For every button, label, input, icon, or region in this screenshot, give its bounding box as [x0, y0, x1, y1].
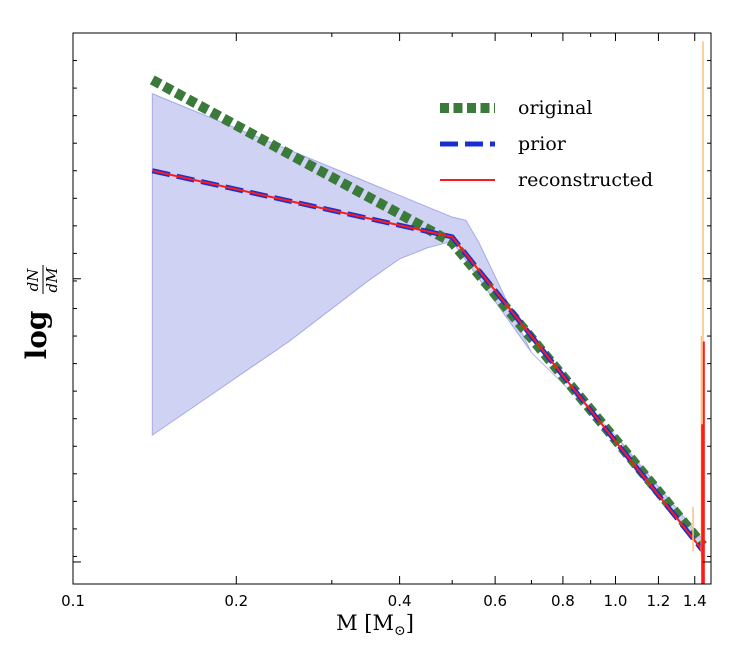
x-tick-label-1.4: 1.4 — [683, 592, 707, 610]
x-tick-label-0.4: 0.4 — [388, 592, 412, 610]
series-line-original — [149, 75, 707, 549]
x-tick-label-0.6: 0.6 — [483, 592, 507, 610]
legend-label-original: original — [518, 97, 592, 119]
x-axis-label: M [M⊙] — [336, 611, 414, 639]
y-axis-label: log dN dM — [20, 265, 61, 359]
legend-label-reconstructed: reconstructed — [518, 169, 653, 191]
series-line-reconstructed — [152, 169, 704, 552]
x-tick-label-1.0: 1.0 — [604, 592, 628, 610]
plot-area — [73, 33, 711, 584]
uncertainty-band — [151, 92, 704, 553]
y-axis-label-denominator: dM — [43, 267, 61, 293]
y-axis-label-numerator: dN — [24, 268, 42, 292]
y-axis-label-log: log — [20, 311, 53, 360]
x-axis-label-main: M [M — [336, 611, 394, 635]
x-tick-label-0.8: 0.8 — [551, 592, 575, 610]
legend: original prior reconstructed — [440, 97, 653, 191]
x-axis-label-end: ] — [406, 611, 414, 635]
x-tick-label-1.2: 1.2 — [646, 592, 670, 610]
x-axis-label-sub: ⊙ — [394, 623, 406, 639]
legend-label-prior: prior — [518, 133, 567, 155]
x-tick-label-0.1: 0.1 — [61, 592, 85, 610]
x-tick-label-0.2: 0.2 — [224, 592, 248, 610]
